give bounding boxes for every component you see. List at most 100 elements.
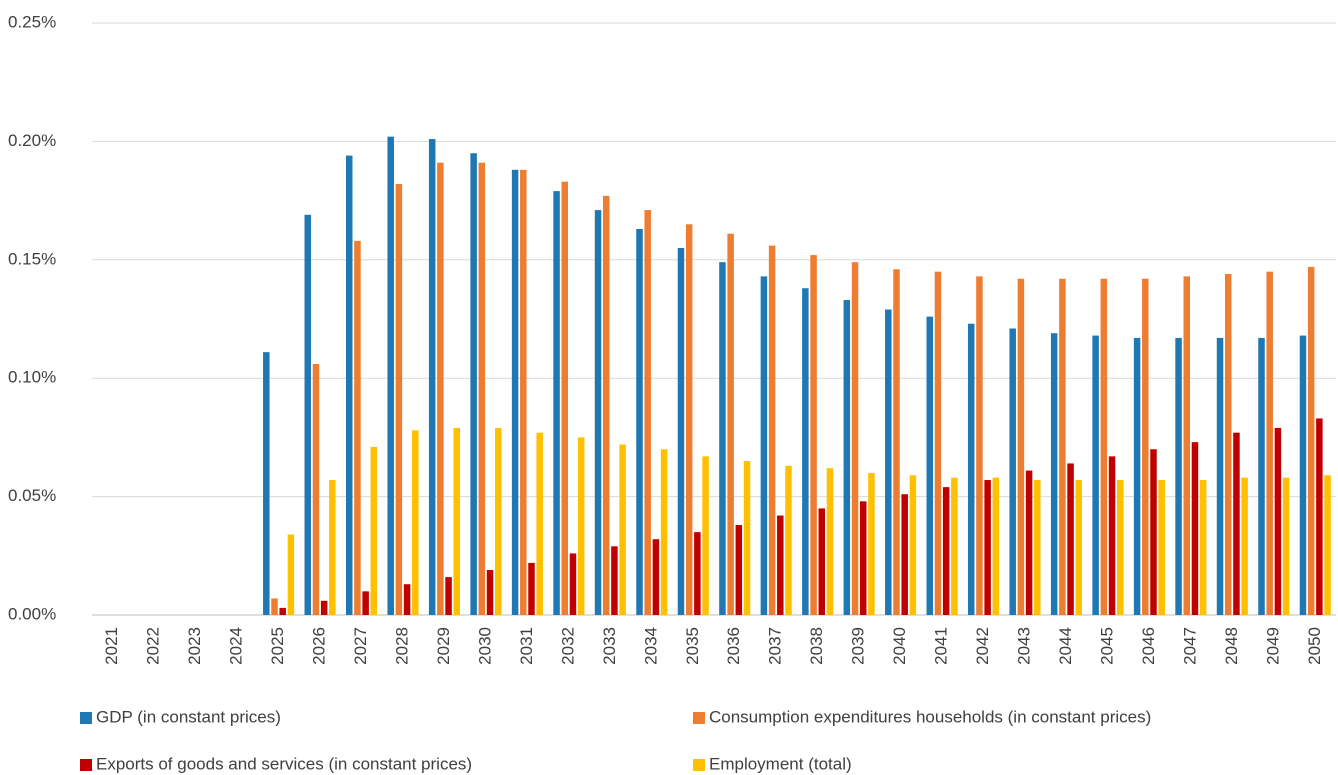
x-tick-label: 2037 [766, 627, 785, 665]
x-tick-label: 2044 [1056, 627, 1075, 665]
bar [403, 584, 411, 615]
x-tick-label: 2047 [1180, 627, 1199, 665]
legend-swatch [693, 759, 705, 771]
bar [1075, 480, 1083, 615]
bar [1158, 480, 1165, 615]
y-tick-label: 0.10% [8, 368, 56, 387]
bar [719, 262, 726, 615]
y-tick-label: 0.15% [8, 249, 56, 268]
bar [967, 323, 975, 615]
bar [1050, 333, 1058, 615]
bar [1299, 335, 1307, 615]
bar [354, 240, 361, 615]
x-tick-label: 2022 [144, 627, 163, 665]
bar [685, 224, 693, 615]
bar [387, 136, 394, 615]
bar [777, 515, 784, 615]
bar [1307, 266, 1315, 615]
bar [569, 553, 577, 615]
x-tick-label: 2025 [268, 627, 287, 665]
bar [868, 472, 875, 615]
legend-swatch [80, 712, 92, 724]
bar [470, 153, 477, 616]
x-tick-label: 2027 [351, 627, 370, 665]
bar [1017, 278, 1025, 615]
bar [1067, 463, 1074, 615]
x-tick-label: 2045 [1097, 627, 1116, 665]
bar [660, 449, 668, 615]
bar [611, 546, 618, 615]
bar [287, 534, 295, 615]
bar [594, 210, 602, 615]
bar [428, 139, 436, 616]
bar [984, 480, 991, 615]
bar [934, 271, 942, 615]
bar [760, 276, 768, 615]
x-tick-label: 2024 [227, 627, 246, 665]
bar [743, 461, 751, 615]
bar [1092, 335, 1099, 615]
bar [1199, 480, 1207, 615]
bar [1324, 475, 1331, 615]
legend-swatch [80, 759, 92, 771]
bar [1175, 337, 1182, 615]
bar [553, 191, 560, 616]
bar [445, 577, 452, 615]
bar [536, 432, 543, 615]
bar [851, 262, 859, 615]
bar [909, 475, 917, 615]
x-tick-label: 2028 [392, 627, 411, 665]
x-tick-label: 2031 [517, 627, 536, 665]
bar [561, 181, 569, 615]
bar [453, 427, 461, 615]
bar [395, 184, 403, 616]
y-tick-label: 0.00% [8, 604, 56, 623]
bar [802, 288, 809, 615]
bar [818, 508, 826, 615]
bar [1142, 278, 1149, 615]
legend-label: Consumption expenditures households (in … [709, 707, 1151, 726]
x-tick-label: 2033 [600, 627, 619, 665]
x-tick-label: 2041 [932, 627, 951, 665]
bar [271, 598, 278, 615]
bar [1183, 276, 1191, 615]
bar [843, 300, 851, 615]
bar [768, 245, 776, 616]
bar [1224, 274, 1232, 615]
bar [1274, 427, 1282, 615]
bar [785, 465, 792, 615]
x-tick-label: 2029 [434, 627, 453, 665]
bar [1258, 337, 1265, 615]
bar [520, 169, 527, 616]
bar [1241, 477, 1248, 615]
bar [478, 162, 486, 615]
legend-swatch [693, 712, 705, 724]
x-tick-label: 2048 [1222, 627, 1241, 665]
bar [826, 468, 834, 615]
bar [528, 562, 535, 615]
bar [1316, 418, 1323, 615]
bar [602, 195, 610, 615]
bar [345, 155, 353, 615]
bar [694, 532, 701, 615]
bar [412, 430, 419, 615]
x-tick-label: 2030 [475, 627, 494, 665]
bar [1266, 271, 1273, 615]
bar [1191, 442, 1199, 615]
bar [1282, 477, 1290, 615]
bar [677, 247, 685, 615]
legend-label: Exports of goods and services (in consta… [96, 754, 472, 773]
bar [901, 494, 908, 615]
x-tick-label: 2039 [849, 627, 868, 665]
legend-label: Employment (total) [709, 754, 852, 773]
x-tick-label: 2035 [683, 627, 702, 665]
bar [511, 169, 519, 616]
x-tick-label: 2036 [724, 627, 743, 665]
bar [727, 233, 734, 615]
bar [942, 487, 950, 615]
bar [1233, 432, 1240, 615]
bar [1025, 470, 1033, 615]
bar [1100, 278, 1108, 615]
